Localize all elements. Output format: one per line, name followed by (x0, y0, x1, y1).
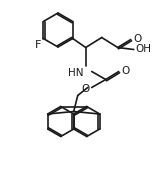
Text: O: O (134, 33, 142, 43)
Text: HN: HN (68, 69, 84, 78)
Text: F: F (35, 41, 41, 51)
Text: O: O (81, 83, 90, 93)
Text: OH: OH (136, 44, 152, 54)
Text: O: O (122, 66, 130, 75)
